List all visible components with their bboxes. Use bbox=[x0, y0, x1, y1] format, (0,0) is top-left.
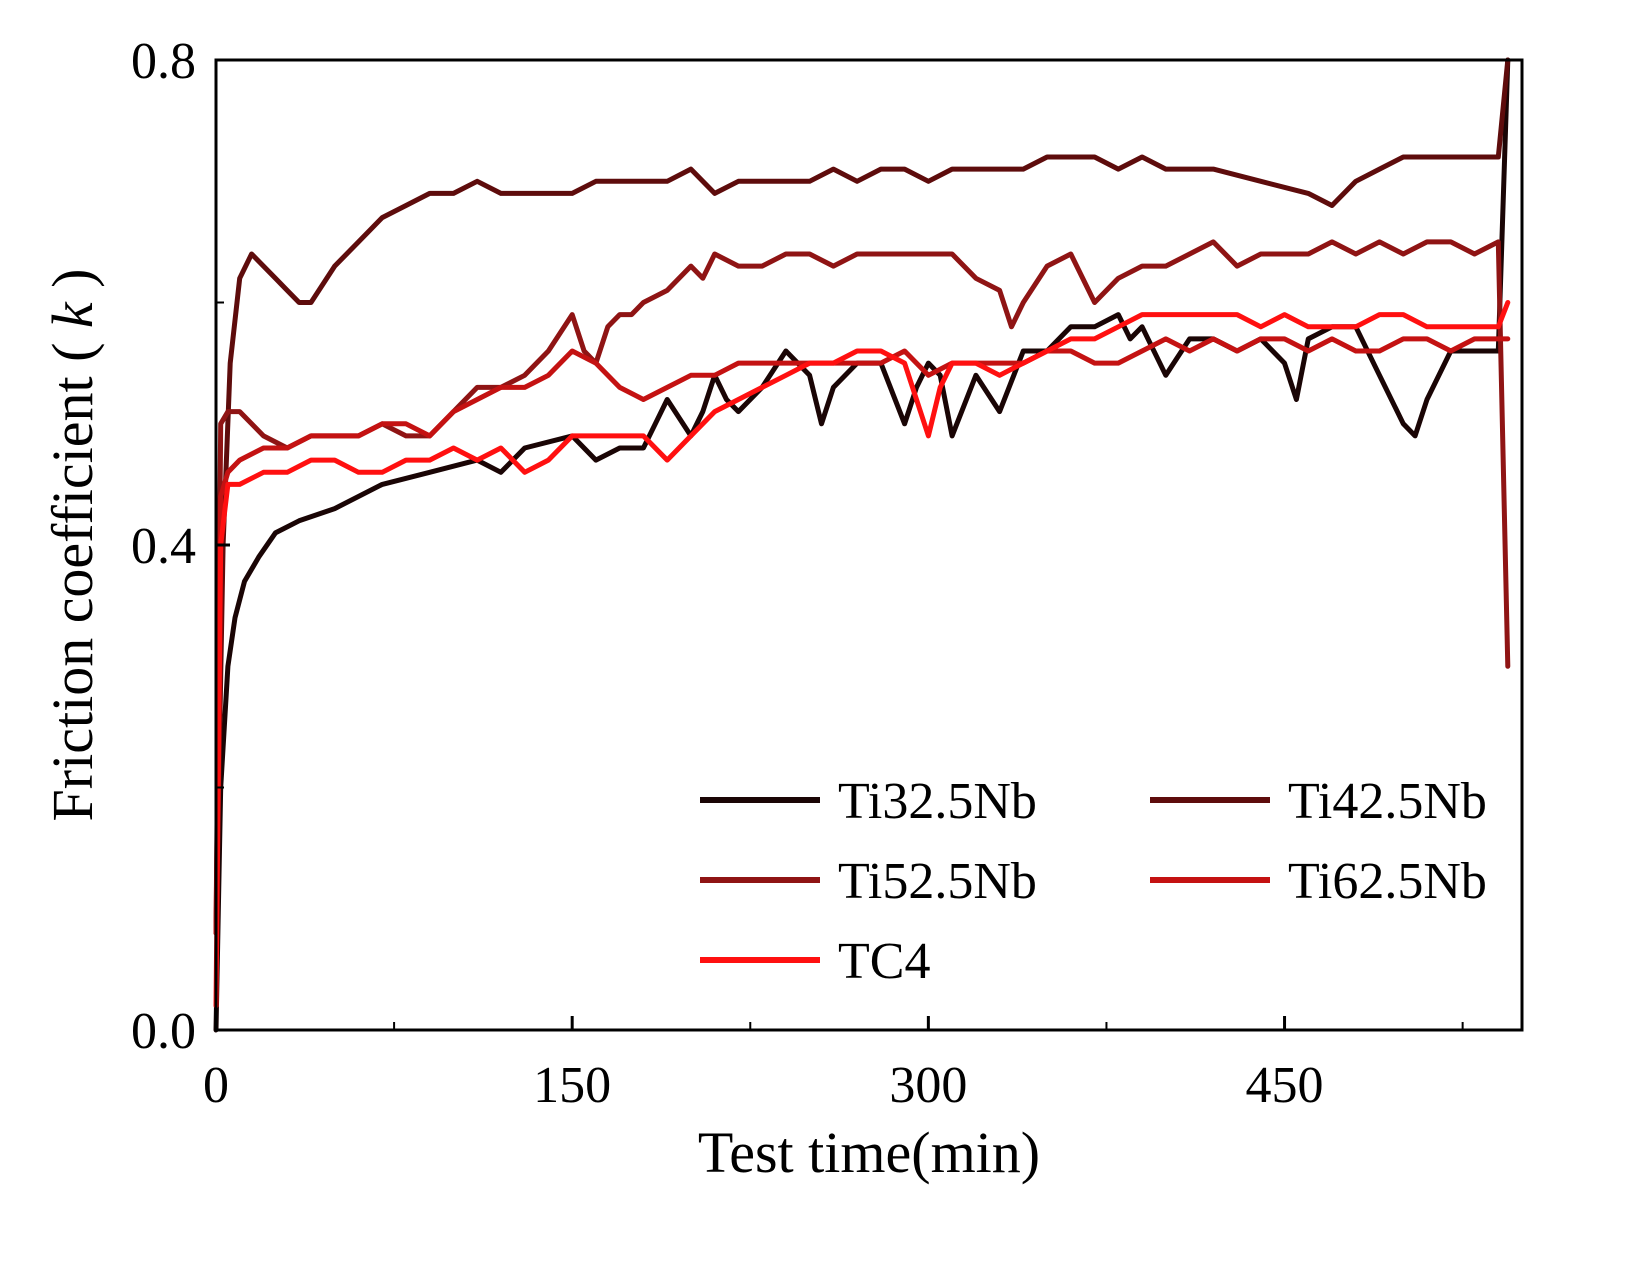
y-axis-title: Friction coefficient ( k ) bbox=[40, 269, 105, 822]
series-layer bbox=[213, 57, 1511, 1033]
x-axis-title: Test time(min) bbox=[698, 1120, 1040, 1185]
x-tick-label: 150 bbox=[533, 1057, 611, 1114]
x-tick-label: 300 bbox=[889, 1057, 967, 1114]
series-line-ti32-5nb bbox=[213, 57, 1511, 1033]
series-line-ti52-5nb bbox=[213, 239, 1511, 936]
legend-label: Ti32.5Nb bbox=[838, 773, 1037, 830]
legend-label: Ti62.5Nb bbox=[1288, 853, 1487, 910]
series-line-ti42-5nb bbox=[213, 57, 1511, 936]
series-line-tc4 bbox=[213, 300, 1511, 1009]
legend-label: Ti42.5Nb bbox=[1288, 773, 1487, 830]
legend: Ti32.5Nb Ti42.5Nb Ti52.5Nb Ti62.5Nb TC4 bbox=[700, 773, 1487, 990]
y-tick-label: 0.8 bbox=[131, 33, 196, 90]
x-tick-label: 0 bbox=[203, 1057, 229, 1114]
y-axis-title-close: ) bbox=[40, 269, 105, 303]
y-axis-title-text: Friction coefficient ( bbox=[40, 328, 105, 821]
y-axis-title-symbol: k bbox=[40, 301, 105, 328]
legend-label: TC4 bbox=[838, 933, 930, 990]
y-tick-label: 0.4 bbox=[131, 518, 196, 575]
legend-label: Ti52.5Nb bbox=[838, 853, 1037, 910]
y-axis-ticks: 0.0 0.4 0.8 bbox=[131, 33, 230, 1060]
x-axis-ticks: 0 150 300 450 bbox=[203, 1016, 1464, 1114]
x-tick-label: 450 bbox=[1246, 1057, 1324, 1114]
y-tick-label: 0.0 bbox=[131, 1003, 196, 1060]
series-line-ti62-5nb bbox=[213, 336, 1511, 936]
